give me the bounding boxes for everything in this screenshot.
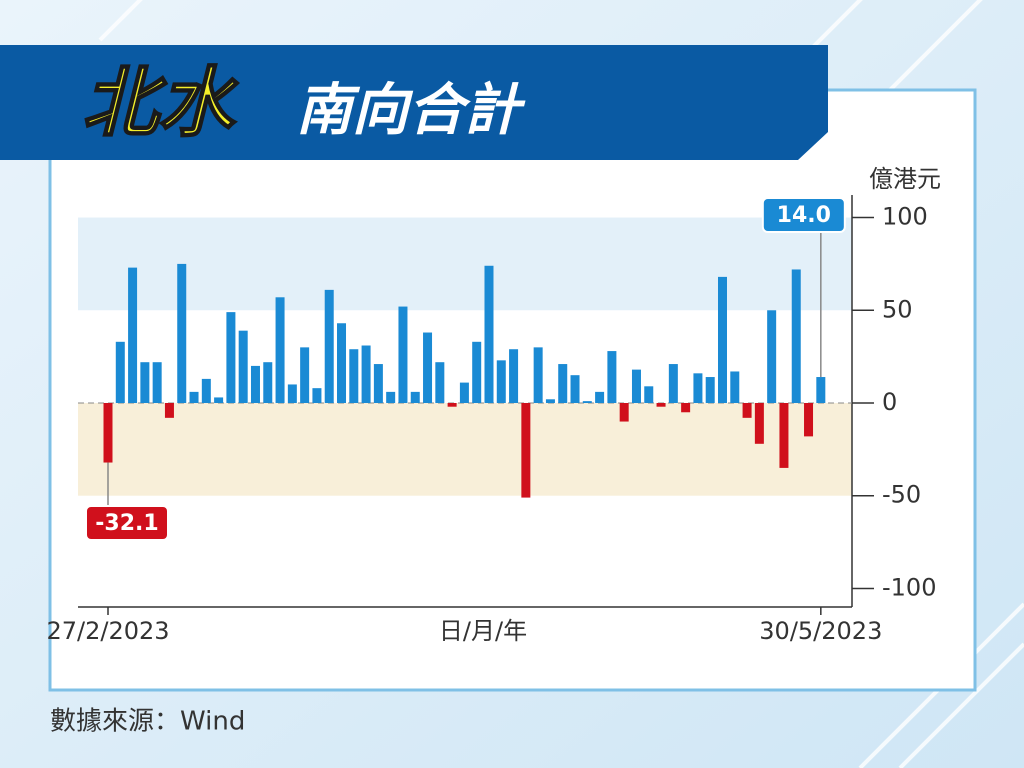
bar — [656, 403, 666, 407]
bar — [423, 332, 433, 403]
callout-box — [761, 197, 846, 233]
bar — [779, 403, 789, 468]
bar — [705, 377, 715, 403]
title-banner — [0, 45, 828, 160]
bar — [128, 267, 138, 403]
bar — [398, 306, 408, 403]
bar — [287, 384, 297, 403]
bar — [742, 403, 752, 418]
callout-box — [85, 505, 169, 541]
bar — [595, 391, 605, 403]
bar — [619, 403, 629, 422]
bar — [337, 323, 347, 403]
y-tick-label: 50 — [882, 295, 913, 323]
bar — [767, 310, 777, 403]
bar — [545, 399, 555, 403]
x-axis-label: 日/月/年 — [439, 617, 527, 645]
band — [78, 403, 852, 496]
value-label: 14.0 — [777, 203, 831, 228]
bar — [816, 377, 826, 403]
bar — [730, 371, 740, 403]
bar — [250, 365, 260, 403]
bar — [263, 362, 273, 403]
bar — [152, 362, 162, 403]
bar — [115, 341, 125, 403]
bar — [238, 330, 248, 403]
source: 數據來源：Wind — [50, 707, 245, 737]
value-label: -32.1 — [95, 511, 158, 536]
bar — [791, 269, 801, 403]
bar — [570, 375, 580, 403]
bar — [164, 403, 174, 418]
bar — [214, 397, 224, 403]
bar — [521, 403, 531, 498]
y-tick-label: -50 — [882, 481, 921, 509]
bar — [718, 276, 727, 403]
bar — [644, 386, 654, 403]
bar — [631, 369, 641, 403]
bar — [349, 349, 359, 403]
bar — [693, 373, 703, 403]
bar — [300, 347, 310, 403]
bar — [386, 391, 396, 403]
bar — [533, 347, 543, 403]
bar — [189, 391, 199, 403]
plot-area: 100 50 0 -50 -100 27/2/2023 -32.1 30/5/2023 14.0 — [46, 195, 936, 645]
bar — [484, 265, 494, 403]
y-tick-label: -100 — [882, 573, 936, 601]
chart-subtitle: 南向合計 — [296, 78, 526, 143]
bar — [459, 382, 469, 403]
bar — [668, 364, 678, 403]
bar — [496, 360, 506, 403]
chart-title: 北水 — [82, 58, 239, 147]
bar — [177, 263, 187, 403]
bar — [201, 378, 211, 403]
bar — [804, 403, 814, 437]
bar — [681, 403, 691, 413]
bar — [754, 403, 764, 444]
bar — [582, 401, 592, 403]
bar — [435, 362, 445, 403]
bar — [140, 362, 150, 403]
band — [78, 217, 852, 311]
x-tick-label: 30/5/2023 — [759, 617, 882, 645]
bar — [410, 391, 420, 403]
bar — [558, 364, 568, 403]
bar — [324, 289, 334, 403]
y-tick-label: 100 — [882, 203, 928, 231]
y-tick-label: 0 — [882, 388, 897, 416]
bar — [312, 388, 322, 403]
bar — [373, 364, 383, 403]
bar — [472, 341, 482, 403]
bar — [361, 345, 371, 403]
bar — [275, 297, 285, 403]
bar — [103, 403, 113, 463]
bar — [607, 351, 617, 403]
y-axis-label: 億港元 — [869, 165, 941, 193]
x-tick-label: 27/2/2023 — [46, 617, 169, 645]
bar — [226, 312, 236, 403]
bar — [447, 403, 457, 407]
bar — [509, 349, 519, 403]
